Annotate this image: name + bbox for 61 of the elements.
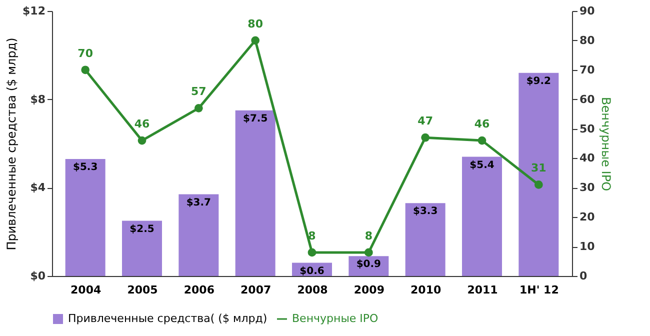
point [364, 248, 373, 257]
bar [405, 203, 446, 276]
data-label: $7.5 [242, 113, 268, 124]
data-label: 47 [418, 114, 433, 128]
y-tick-label: $0 [30, 270, 46, 282]
y2-tick-label: 70 [580, 63, 596, 76]
data-label: 80 [248, 17, 264, 30]
y2-tick-label: 60 [580, 92, 596, 106]
y2-tick-label: 80 [580, 34, 596, 47]
data-label: $9.2 [526, 76, 552, 87]
data-label: 46 [474, 118, 490, 131]
x-tick-label: 2010 [410, 284, 442, 296]
y2-tick-label: 90 [580, 4, 596, 18]
point [478, 136, 486, 145]
point [308, 248, 316, 257]
y2-tick-label: 50 [580, 122, 596, 136]
data-label: $0.6 [300, 266, 324, 277]
data-label: 8 [308, 229, 316, 242]
x-tick-label: 1H' 12 [519, 284, 559, 296]
y2-tick-label: 0 [580, 270, 588, 282]
point [138, 136, 146, 145]
x-tick-label: 2004 [70, 284, 102, 296]
y-tick-label: $8 [30, 92, 46, 106]
x-tick-label: 2009 [354, 284, 384, 296]
legend-label: Привлеченные средства( ($ млрд) [68, 312, 268, 325]
x-tick-label: 2007 [240, 284, 272, 296]
y2-tick-label: 10 [580, 240, 596, 254]
bar [518, 72, 559, 276]
y2-tick-label: 20 [580, 210, 596, 224]
y-tick-label: $4 [30, 181, 46, 194]
x-tick-label: 2005 [127, 284, 158, 296]
y-tick-label: $12 [22, 4, 46, 18]
point [534, 180, 543, 189]
x-tick-label: 2011 [467, 284, 498, 296]
bar [122, 220, 162, 276]
bar [462, 156, 502, 276]
point [81, 66, 90, 74]
y2-tick-label: 30 [580, 181, 596, 194]
legend-label: Венчурные IPO [292, 312, 379, 325]
data-label: 8 [364, 229, 372, 242]
data-label: $3.7 [186, 197, 212, 208]
data-label: 70 [78, 46, 94, 60]
data-label: $3.3 [412, 206, 438, 218]
x-tick-label: 2008 [297, 284, 328, 296]
point [194, 104, 203, 112]
point [251, 36, 260, 45]
point [421, 133, 430, 142]
bar [178, 194, 219, 276]
data-label: $0.9 [356, 259, 382, 270]
data-label: 46 [134, 118, 150, 131]
bar [65, 158, 106, 276]
data-label: $5.3 [72, 162, 98, 173]
y2-axis-title: Венчурные IPO [598, 96, 613, 192]
x-tick-label: 2006 [184, 284, 215, 296]
data-label: 57 [191, 85, 206, 98]
data-label: 31 [531, 162, 546, 175]
y2-tick-label: 40 [580, 152, 596, 165]
y-axis-title: Привлеченные средства ($ млрд) [4, 38, 19, 250]
bar [235, 110, 276, 276]
data-label: $5.4 [470, 160, 494, 171]
data-label: $2.5 [130, 224, 154, 235]
